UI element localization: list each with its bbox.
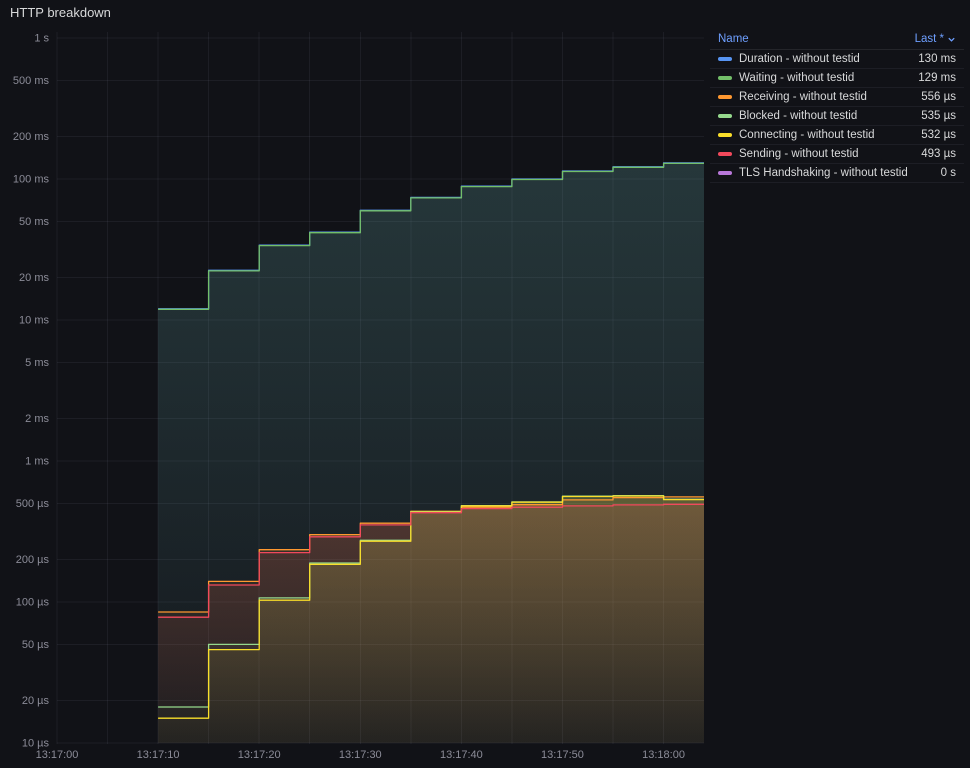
series-line <box>158 503 704 618</box>
y-axis-tick-label: 1 ms <box>25 456 49 468</box>
y-axis-tick-label: 10 ms <box>19 315 49 327</box>
legend-series-last-value: 129 ms <box>918 72 956 84</box>
legend-series-name: Duration - without testid <box>739 53 860 65</box>
y-axis-tick-label: 5 ms <box>25 357 49 369</box>
panel-title[interactable]: HTTP breakdown <box>10 5 111 20</box>
y-axis-tick-label: 20 µs <box>22 695 50 707</box>
series-line <box>158 162 704 310</box>
legend-name-label: Name <box>718 33 749 45</box>
legend-table: Name Last * Duration - without testid 130… <box>710 31 964 183</box>
x-axis-tick-label: 13:17:00 <box>36 749 79 761</box>
legend-row[interactable]: Waiting - without testid 129 ms <box>710 69 964 88</box>
x-axis-tick-label: 13:17:50 <box>541 749 584 761</box>
legend-rows: Duration - without testid 130 ms Waiting -… <box>710 50 964 183</box>
series-color-swatch <box>718 114 732 118</box>
legend-row[interactable]: Duration - without testid 130 ms <box>710 50 964 69</box>
series-color-swatch <box>718 76 732 80</box>
y-axis-tick-label: 10 µs <box>22 738 50 750</box>
legend-series-name: TLS Handshaking - without testid <box>739 167 908 179</box>
legend-name-column-header[interactable]: Name <box>718 33 749 45</box>
legend-row[interactable]: Blocked - without testid 535 µs <box>710 107 964 126</box>
series-color-swatch <box>718 171 732 175</box>
legend-series-last-value: 556 µs <box>921 91 956 103</box>
y-axis-tick-label: 50 µs <box>22 639 50 651</box>
legend-series-name: Connecting - without testid <box>739 129 875 141</box>
y-axis-tick-label: 500 ms <box>13 75 50 87</box>
legend-series-name: Sending - without testid <box>739 148 859 160</box>
y-axis-tick-label: 2 ms <box>25 413 49 425</box>
y-axis-tick-label: 50 ms <box>19 216 49 228</box>
series-color-swatch <box>718 152 732 156</box>
legend-last-column-header[interactable]: Last * <box>915 33 956 45</box>
y-axis-tick-label: 1 s <box>34 33 49 45</box>
series-color-swatch <box>718 133 732 137</box>
series-line <box>158 495 704 719</box>
legend-row[interactable]: Sending - without testid 493 µs <box>710 145 964 164</box>
x-axis-tick-label: 13:17:20 <box>238 749 281 761</box>
y-axis-tick-label: 500 µs <box>16 498 50 510</box>
legend-series-last-value: 493 µs <box>921 148 956 160</box>
legend-row[interactable]: Connecting - without testid 532 µs <box>710 126 964 145</box>
legend-series-name: Blocked - without testid <box>739 110 858 122</box>
x-axis-tick-label: 13:17:10 <box>137 749 180 761</box>
y-axis-tick-label: 20 ms <box>19 272 49 284</box>
series-color-swatch <box>718 57 732 61</box>
legend-series-last-value: 535 µs <box>921 110 956 122</box>
legend-row[interactable]: TLS Handshaking - without testid 0 s <box>710 164 964 183</box>
series-area <box>158 504 705 743</box>
x-axis-tick-label: 13:18:00 <box>642 749 685 761</box>
legend-header: Name Last * <box>710 31 964 50</box>
x-axis-tick-label: 13:17:40 <box>440 749 483 761</box>
legend-series-name: Waiting - without testid <box>739 72 855 84</box>
y-axis-tick-label: 100 µs <box>16 597 50 609</box>
y-axis-tick-label: 200 µs <box>16 554 50 566</box>
sort-descending-icon <box>948 37 955 42</box>
legend-row[interactable]: Receiving - without testid 556 µs <box>710 88 964 107</box>
x-axis-tick-label: 13:17:30 <box>339 749 382 761</box>
legend-series-last-value: 130 ms <box>918 53 956 65</box>
legend-series-last-value: 0 s <box>940 167 956 179</box>
legend-series-name: Receiving - without testid <box>739 91 867 103</box>
y-axis-tick-label: 200 ms <box>13 131 50 143</box>
y-axis-tick-label: 100 ms <box>13 174 50 186</box>
legend-last-label: Last * <box>914 33 944 45</box>
series-color-swatch <box>718 95 732 99</box>
legend-series-last-value: 532 µs <box>921 129 956 141</box>
